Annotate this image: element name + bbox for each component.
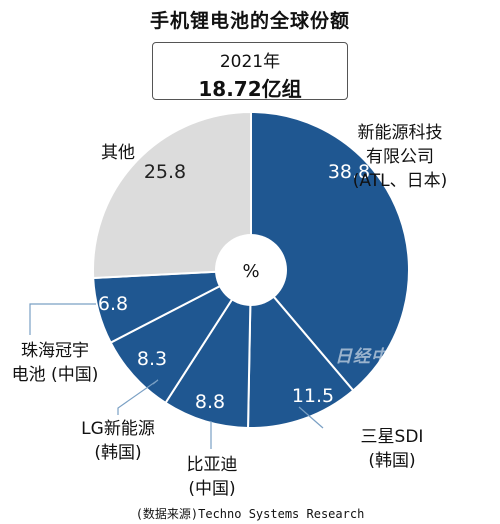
watermark: 日经中文网 [335,347,425,367]
slice-value-label: 11.5 [292,385,334,407]
slice-value-label: 8.8 [195,391,225,413]
slice-value-label: 8.3 [137,348,167,370]
pie-slice [164,266,253,429]
pie-slice [247,267,355,429]
slice-category-label: 珠海冠宇电池 (中国) [12,341,99,385]
center-unit-label: % [242,261,259,282]
pie-slice [92,110,252,279]
leader-line [117,379,159,415]
slice-value-label: 6.8 [98,293,128,315]
summary-year: 2021年 [219,52,281,72]
source-note: (数据来源)Techno Systems Research [135,507,365,521]
pie-slice [250,110,410,392]
slice-category-label: 其他 [101,143,135,163]
summary-box: 2021年 18.72亿组 [152,42,348,101]
slice-value-label: 38.8 [328,161,370,183]
slice-category-label: 三星SDI (韩国) [361,427,424,471]
center-hole [215,234,287,306]
slice-category-label: 新能源科技有限公司(ATL、日本) [353,123,447,191]
slice-category-label: LG新能源(韩国) [81,419,155,463]
slice-category-label: 比亚迪(中国) [187,455,238,499]
slice-value-label: 25.8 [144,161,186,183]
leader-line [29,303,96,335]
summary-total: 18.72亿组 [198,77,302,101]
leader-line [298,406,324,429]
chart-title: 手机锂电池的全球份额 [149,10,350,32]
